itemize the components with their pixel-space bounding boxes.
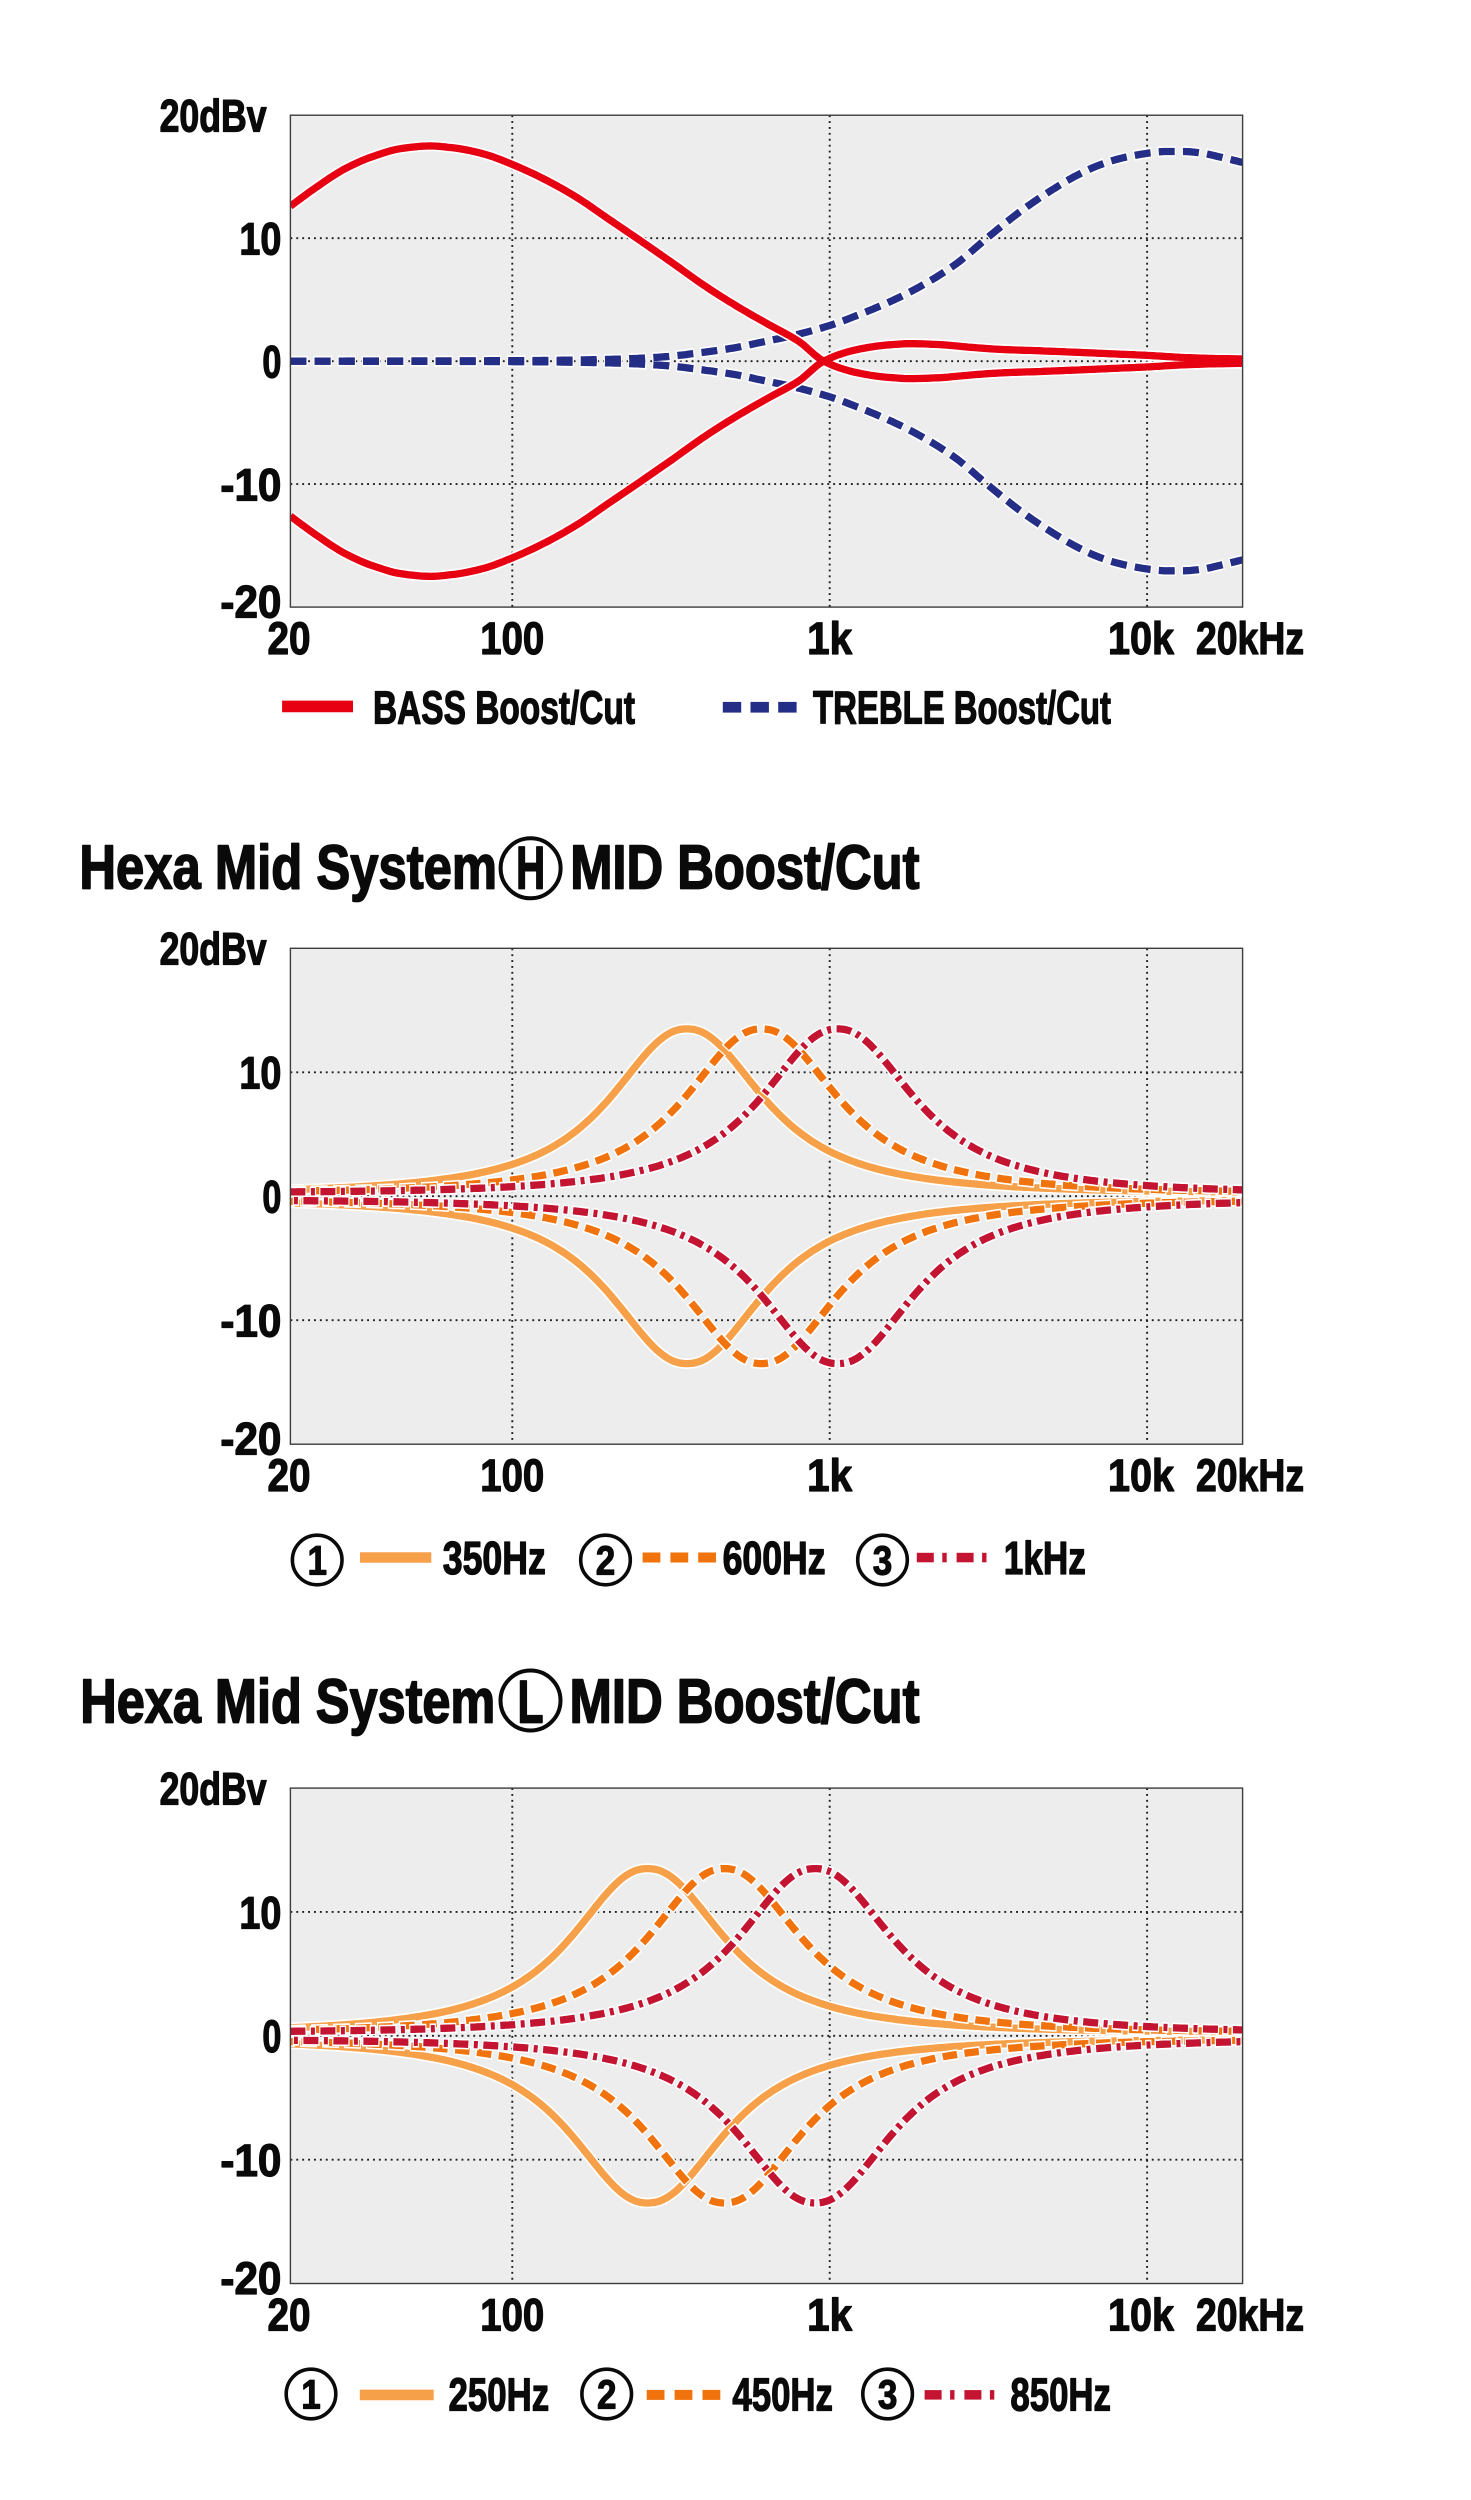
svg-text:10: 10: [239, 1048, 281, 1099]
svg-text:20: 20: [268, 2290, 311, 2341]
svg-text:850Hz: 850Hz: [1010, 2369, 1111, 2421]
svg-text:20dBv: 20dBv: [160, 91, 267, 142]
svg-text:100: 100: [480, 1450, 544, 1501]
svg-text:0: 0: [262, 2011, 281, 2062]
svg-text:1kHz: 1kHz: [1004, 1532, 1086, 1584]
svg-text:3: 3: [878, 2372, 898, 2418]
svg-text:TREBLE Boost/Cut: TREBLE Boost/Cut: [813, 682, 1111, 734]
svg-text:600Hz: 600Hz: [723, 1532, 826, 1584]
svg-text:-20: -20: [220, 2253, 281, 2304]
svg-text:1k: 1k: [807, 1450, 853, 1501]
svg-text:BASS Boost/Cut: BASS Boost/Cut: [373, 682, 635, 734]
svg-text:1: 1: [301, 2372, 321, 2418]
svg-text:20: 20: [268, 613, 311, 664]
svg-text:10k: 10k: [1108, 1450, 1175, 1501]
svg-text:250Hz: 250Hz: [449, 2369, 550, 2421]
svg-text:1k: 1k: [807, 2290, 853, 2341]
svg-text:20dBv: 20dBv: [160, 1764, 267, 1815]
svg-text:-20: -20: [220, 1414, 281, 1465]
svg-text:10: 10: [239, 214, 281, 265]
svg-text:-10: -10: [220, 460, 281, 511]
svg-text:450Hz: 450Hz: [732, 2369, 833, 2421]
svg-text:Hexa Mid System: Hexa Mid System: [79, 833, 497, 902]
svg-text:-20: -20: [220, 577, 281, 628]
svg-text:0: 0: [262, 337, 281, 388]
svg-text:3: 3: [873, 1538, 893, 1584]
svg-text:20kHz: 20kHz: [1196, 1450, 1304, 1501]
svg-text:Hexa Mid System: Hexa Mid System: [80, 1668, 495, 1737]
svg-text:MID Boost/Cut: MID Boost/Cut: [570, 1668, 920, 1737]
svg-text:H: H: [516, 834, 545, 901]
svg-text:-10: -10: [220, 1296, 281, 1347]
svg-text:10k: 10k: [1108, 2290, 1175, 2341]
svg-text:MID Boost/Cut: MID Boost/Cut: [570, 833, 919, 902]
svg-text:20: 20: [268, 1450, 311, 1501]
svg-text:L: L: [518, 1669, 544, 1736]
svg-text:100: 100: [480, 613, 544, 664]
svg-text:0: 0: [262, 1172, 281, 1223]
svg-text:1k: 1k: [807, 613, 853, 664]
svg-text:20dBv: 20dBv: [160, 924, 267, 975]
svg-text:2: 2: [597, 2372, 617, 2418]
svg-text:10: 10: [239, 1887, 281, 1938]
svg-text:20kHz: 20kHz: [1196, 613, 1304, 664]
svg-text:20kHz: 20kHz: [1196, 2290, 1304, 2341]
svg-text:350Hz: 350Hz: [443, 1532, 546, 1584]
svg-text:100: 100: [480, 2290, 544, 2341]
svg-text:-10: -10: [220, 2135, 281, 2186]
svg-text:2: 2: [596, 1538, 616, 1584]
svg-text:10k: 10k: [1108, 613, 1175, 664]
svg-text:1: 1: [307, 1538, 327, 1584]
